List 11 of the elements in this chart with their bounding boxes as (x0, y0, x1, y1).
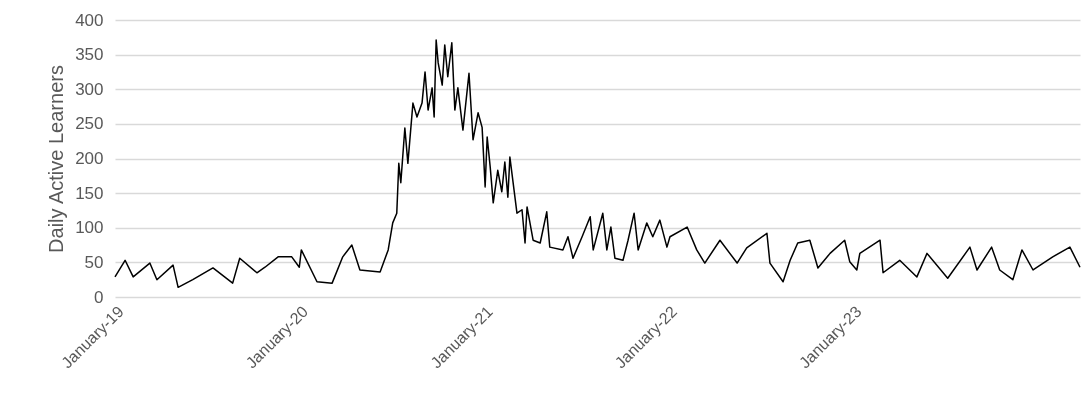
y-tick-label: 200 (75, 149, 104, 168)
y-tick-label: 300 (75, 79, 104, 99)
line-series (114, 39, 1081, 289)
y-tick-label: 250 (75, 114, 104, 134)
y-axis-title: Daily Active Learners (45, 65, 68, 253)
y-tick-label: 0 (94, 287, 104, 307)
y-tick-label: 100 (75, 218, 104, 238)
y-tick-label: 400 (75, 10, 104, 30)
y-tick-label: 350 (75, 45, 104, 65)
y-tick-label: 150 (75, 183, 104, 203)
y-tick-label: 50 (84, 252, 104, 272)
